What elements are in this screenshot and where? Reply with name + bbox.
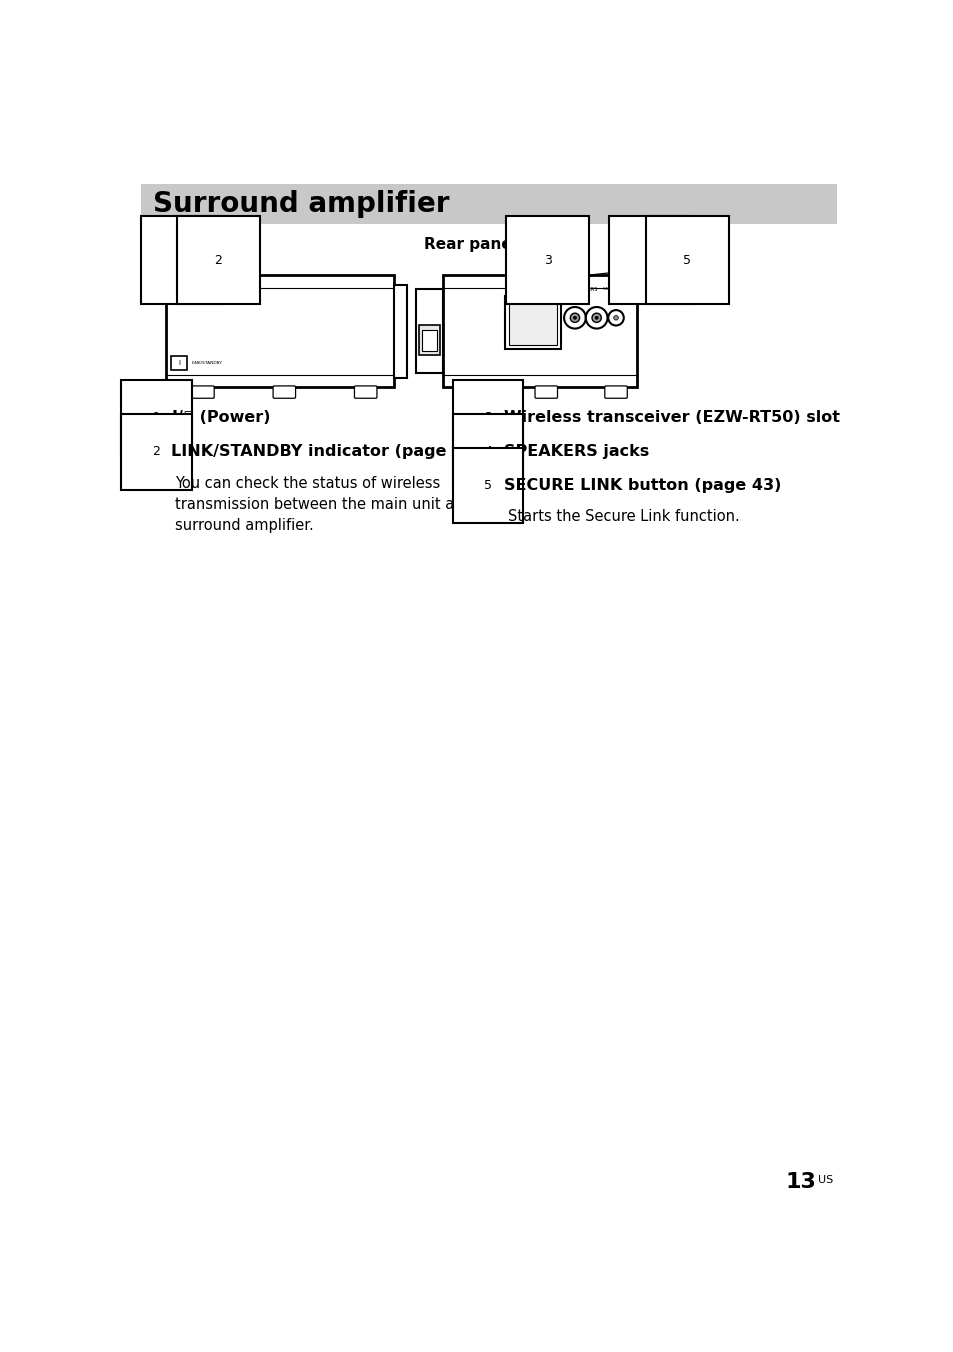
Bar [443, 276, 637, 387]
Text: 5: 5 [483, 479, 492, 492]
Text: Starts the Secure Link function.: Starts the Secure Link function. [507, 508, 739, 523]
Circle shape [592, 314, 600, 322]
Bar [171, 357, 187, 370]
Text: 2: 2 [214, 254, 222, 266]
Bar [141, 184, 836, 224]
Text: 3: 3 [484, 411, 492, 425]
Text: 3: 3 [543, 254, 551, 266]
Circle shape [573, 316, 576, 319]
Text: Wireless transceiver (EZW-RT50) slot: Wireless transceiver (EZW-RT50) slot [503, 411, 839, 426]
Bar [505, 296, 560, 349]
Text: 13: 13 [785, 1172, 816, 1191]
Bar [416, 289, 443, 373]
Text: You can check the status of wireless
transmission between the main unit and
surr: You can check the status of wireless tra… [174, 476, 473, 534]
FancyBboxPatch shape [355, 385, 376, 399]
Circle shape [570, 314, 579, 322]
FancyBboxPatch shape [535, 385, 557, 399]
Circle shape [613, 315, 618, 320]
Text: SPEAKERS jacks: SPEAKERS jacks [503, 445, 648, 460]
FancyBboxPatch shape [273, 385, 295, 399]
Text: LINK/STANDBY indicator (page 23): LINK/STANDBY indicator (page 23) [171, 445, 481, 460]
Text: Rear panel: Rear panel [423, 237, 517, 251]
Text: 2: 2 [152, 445, 160, 458]
Bar [166, 276, 394, 387]
FancyBboxPatch shape [461, 385, 483, 399]
Bar [509, 300, 557, 345]
Text: Front panel: Front panel [162, 237, 260, 251]
Circle shape [608, 310, 623, 326]
Text: ⏻: ⏻ [183, 411, 192, 426]
Text: I: I [178, 360, 180, 366]
Bar [394, 285, 406, 377]
Circle shape [563, 307, 585, 329]
Text: I/: I/ [171, 411, 183, 426]
Text: LINK/STANDBY: LINK/STANDBY [192, 361, 223, 365]
FancyBboxPatch shape [604, 385, 627, 399]
Text: SECURE LINK button (page 43): SECURE LINK button (page 43) [503, 479, 781, 493]
Circle shape [595, 316, 598, 319]
Text: (Power): (Power) [194, 411, 271, 426]
Text: SECURE LINK: SECURE LINK [602, 287, 629, 291]
Text: 5: 5 [682, 254, 691, 266]
Text: 1: 1 [178, 254, 187, 266]
FancyBboxPatch shape [192, 385, 214, 399]
Text: 4: 4 [645, 254, 654, 266]
Text: US: US [818, 1175, 833, 1184]
Text: 1: 1 [152, 411, 160, 425]
Text: EZW-RT50: EZW-RT50 [520, 287, 545, 292]
Bar [422, 330, 436, 352]
Text: 4: 4 [484, 445, 492, 458]
Bar [418, 326, 439, 354]
Circle shape [585, 307, 607, 329]
Text: SPEAKERS: SPEAKERS [572, 287, 598, 292]
Text: Surround amplifier: Surround amplifier [153, 189, 450, 218]
